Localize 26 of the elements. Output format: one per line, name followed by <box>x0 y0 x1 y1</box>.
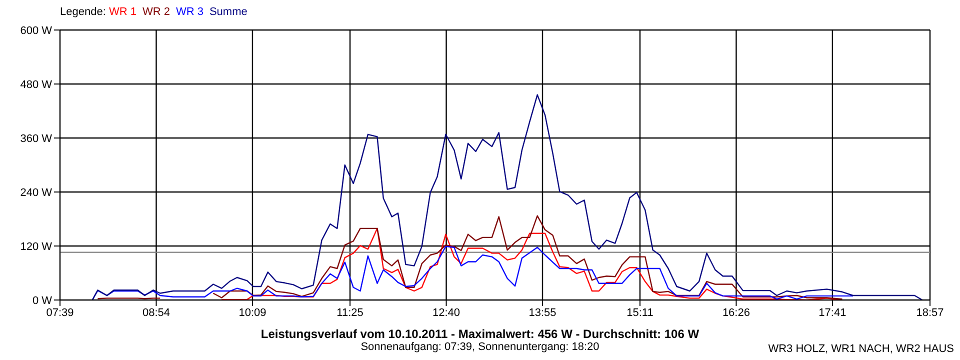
x-tick-label: 17:41 <box>818 306 846 319</box>
y-tick-label: 0 W <box>32 294 53 307</box>
x-tick-label: 13:55 <box>528 306 556 319</box>
line-series <box>92 246 854 300</box>
x-tick-label: 08:54 <box>142 306 170 319</box>
text: Sonnenaufgang: 07:39, Sonnenuntergang: 18:20 <box>360 341 600 353</box>
x-tick-label: 07:39 <box>46 306 74 319</box>
x-tick-label: 15:11 <box>626 306 654 319</box>
text: Summe <box>209 6 248 18</box>
text: Leistungsverlauf vom 10.10.2011 - Maximalwert: 456 W - Durchschnitt: 106 W <box>260 327 700 341</box>
text: WR3 HOLZ, WR1 NACH, WR2 HAUS <box>768 343 954 355</box>
x-tick-label: 12:40 <box>432 306 460 319</box>
x-tick-label: 18:57 <box>916 306 944 319</box>
text: WR 2 <box>142 6 170 18</box>
line-series <box>92 94 923 300</box>
x-tick-label: 16:26 <box>722 306 750 319</box>
text: WR 3 <box>176 6 204 18</box>
y-tick-label: 480 W <box>20 78 53 91</box>
y-tick-label: 600 W <box>20 24 53 37</box>
y-tick-label: 240 W <box>20 186 53 199</box>
y-tick-label: 120 W <box>20 240 53 253</box>
legend-title: Legende: <box>60 6 107 18</box>
y-tick-label: 360 W <box>20 132 53 145</box>
x-tick-label: 11:25 <box>336 306 364 319</box>
x-tick-label: 10:09 <box>238 306 266 319</box>
text: WR 1 <box>108 6 136 18</box>
